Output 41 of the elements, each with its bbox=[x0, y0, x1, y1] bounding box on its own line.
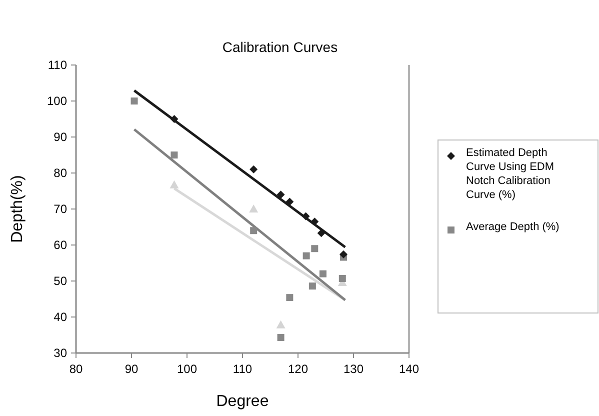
point bbox=[311, 245, 318, 252]
legend-label: Estimated Depth Curve Using EDM Notch Calibration Curve (%) bbox=[466, 147, 554, 201]
point bbox=[170, 180, 179, 188]
point bbox=[338, 274, 346, 282]
point bbox=[302, 252, 310, 260]
point bbox=[286, 294, 294, 302]
point bbox=[302, 212, 310, 220]
point bbox=[317, 229, 326, 238]
x-axis-title: Degree bbox=[216, 393, 269, 410]
y-tick-label: 70 bbox=[54, 202, 68, 216]
x-tick-label: 110 bbox=[232, 362, 252, 376]
y-tick-label: 40 bbox=[54, 310, 68, 324]
point bbox=[130, 98, 138, 104]
x-tick-label: 90 bbox=[124, 362, 138, 376]
y-tick-label: 110 bbox=[48, 58, 68, 72]
x-tick-label: 140 bbox=[398, 362, 420, 376]
point bbox=[319, 270, 326, 278]
y-tick-label: 90 bbox=[54, 130, 68, 144]
point bbox=[170, 115, 178, 123]
point bbox=[286, 198, 294, 206]
y-tick-label: 50 bbox=[54, 274, 68, 288]
x-tick-label: 130 bbox=[343, 362, 364, 376]
point bbox=[276, 320, 286, 328]
point bbox=[170, 152, 178, 158]
y-tick-label: 100 bbox=[46, 94, 68, 108]
point bbox=[308, 282, 316, 290]
y-tick-label: 80 bbox=[54, 166, 68, 180]
x-tick-label: 100 bbox=[176, 362, 198, 376]
x-tick-label: 120 bbox=[288, 362, 308, 376]
point bbox=[250, 227, 258, 234]
point bbox=[276, 190, 285, 199]
x-tick-label: 80 bbox=[69, 362, 83, 376]
chart-title: Calibration Curves bbox=[222, 39, 338, 55]
point bbox=[277, 334, 284, 342]
point bbox=[249, 204, 258, 212]
y-axis-title: Depth(%) bbox=[9, 175, 26, 243]
y-tick-label: 60 bbox=[54, 238, 68, 252]
point bbox=[250, 165, 258, 174]
y-tick-label: 30 bbox=[54, 346, 68, 360]
point bbox=[340, 250, 348, 258]
legend-label: Average Depth (%) bbox=[466, 221, 560, 233]
